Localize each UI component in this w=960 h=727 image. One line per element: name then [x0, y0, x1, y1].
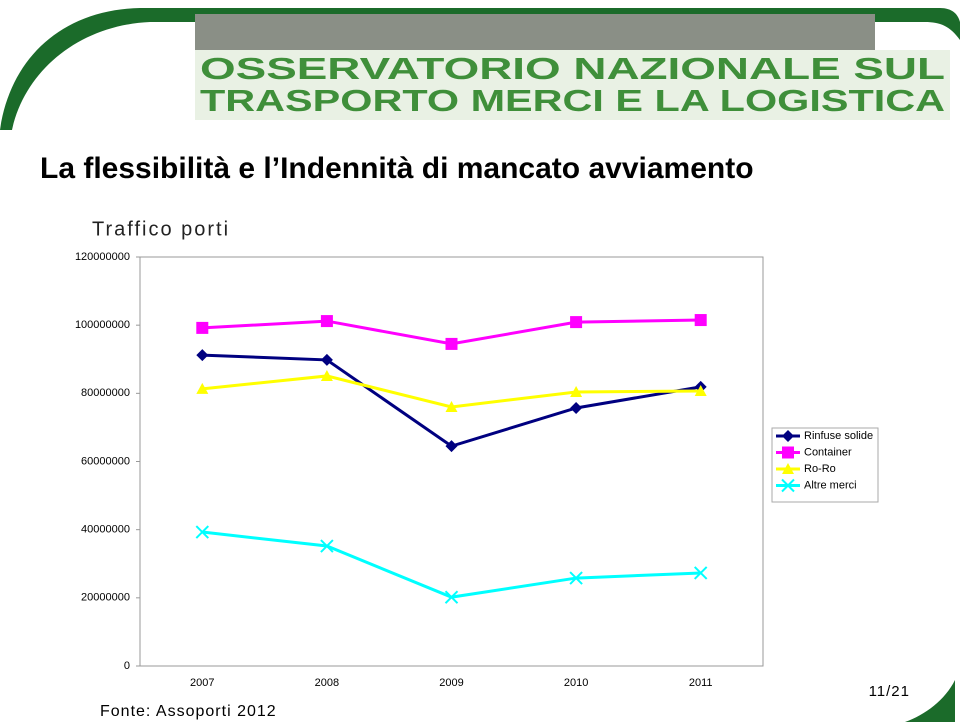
legend-box — [771, 427, 879, 503]
y-tick-label: 80000000 — [81, 387, 130, 399]
marker — [196, 382, 209, 394]
slide-title: La flessibilità e l’Indennità di mancato… — [40, 152, 754, 185]
legend-label: Rinfuse solide — [804, 430, 873, 442]
legend-marker — [781, 478, 795, 493]
logo-text: TRASPORTO MERCI E LA LOGISTICA — [200, 83, 945, 118]
legend-marker — [782, 463, 794, 474]
x-tick-label: 2008 — [315, 677, 339, 689]
plot-area — [139, 256, 764, 667]
marker — [694, 314, 707, 327]
legend-marker — [782, 446, 794, 459]
y-tick-label: 60000000 — [81, 455, 130, 467]
x-tick-label: 2009 — [439, 677, 463, 689]
y-tick-label: 120000000 — [75, 251, 130, 263]
marker — [445, 440, 458, 453]
x-tick-label: 2011 — [689, 677, 713, 689]
y-tick-label: 0 — [124, 660, 130, 672]
series-line — [202, 353, 701, 448]
header-photo — [195, 14, 875, 50]
marker — [195, 525, 210, 539]
page-number: 11/21 — [869, 683, 910, 700]
marker — [445, 400, 458, 412]
marker — [196, 321, 209, 334]
marker — [445, 337, 458, 350]
marker — [570, 316, 583, 329]
marker — [693, 566, 708, 580]
y-tick-label: 20000000 — [81, 592, 130, 604]
source: Fonte: Assoporti 2012 — [100, 703, 277, 720]
marker — [569, 571, 583, 585]
x-tick-label: 2007 — [190, 677, 214, 689]
marker — [320, 315, 333, 328]
marker — [570, 385, 583, 397]
marker — [444, 590, 459, 604]
marker — [196, 349, 209, 362]
y-tick-label: 40000000 — [81, 524, 130, 536]
logo-text: OSSERVATORIO NAZIONALE SUL — [200, 51, 945, 86]
logo-bg — [195, 50, 950, 120]
y-tick-label: 100000000 — [75, 319, 130, 331]
chart-title: Traffico porti — [92, 218, 230, 240]
marker — [320, 353, 333, 366]
legend-label: Container — [804, 446, 852, 458]
marker — [570, 401, 583, 414]
marker — [694, 384, 707, 396]
marker — [320, 369, 333, 381]
corner-band — [905, 680, 955, 722]
legend-label: Altre merci — [804, 479, 857, 491]
x-tick-label: 2010 — [564, 677, 588, 689]
series-line — [202, 530, 701, 599]
marker — [320, 539, 334, 553]
legend-label: Ro-Ro — [804, 463, 836, 475]
legend-marker — [782, 430, 794, 442]
